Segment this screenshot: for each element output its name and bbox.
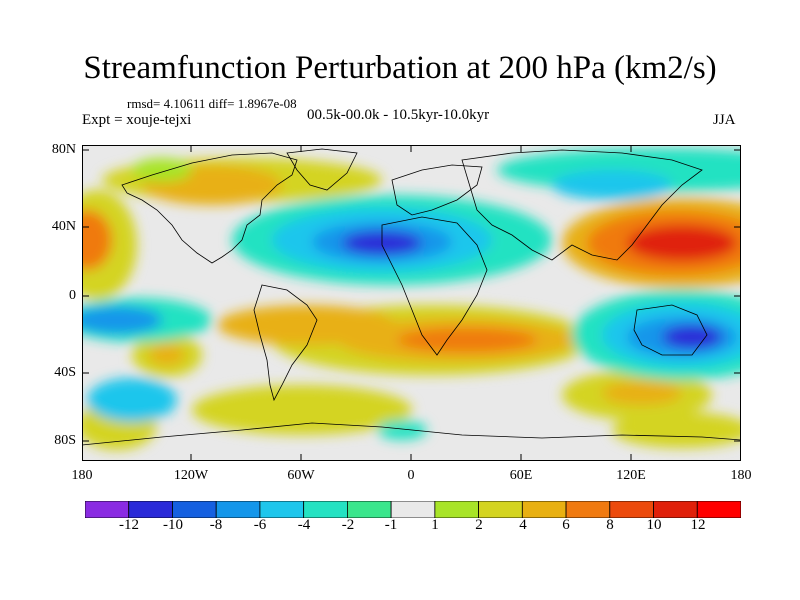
colorbar-label: -8: [209, 517, 223, 533]
contour-blob: [82, 306, 162, 334]
colorbar-swatch: [653, 501, 698, 518]
lat-label-80s: 80S: [54, 433, 76, 448]
lon-label-60e: 60E: [509, 468, 533, 483]
colorbar-label: -6: [253, 517, 267, 533]
lon-label-120e: 120E: [616, 468, 646, 483]
colorbar-swatch: [521, 501, 567, 518]
africa-coast: [381, 216, 488, 356]
colorbar-label: 1: [431, 517, 439, 533]
colorbar-swatch: [390, 501, 436, 518]
contour-blob: [192, 385, 412, 435]
colorbar-label: -12: [119, 517, 139, 533]
contour-blob: [627, 225, 737, 261]
colorbar-label: 2: [475, 517, 483, 533]
lon-label-0: 0: [407, 468, 415, 483]
north-america-coast: [121, 152, 298, 264]
australia-coast: [633, 304, 708, 356]
colorbar-label: -2: [341, 517, 355, 533]
colorbar-swatch: [346, 501, 392, 518]
contour-blob: [552, 170, 672, 200]
coastlines: [82, 148, 741, 446]
contour-blob: [87, 378, 177, 422]
lat-label-40n: 40N: [51, 219, 76, 234]
lat-label-0: 0: [69, 288, 76, 303]
colorbar-swatch: [172, 501, 217, 518]
colorbar-swatch: [434, 501, 479, 518]
europe-coast: [391, 164, 483, 216]
contour-blob: [397, 328, 537, 352]
colorbar-label: 12: [690, 517, 706, 533]
contour-blob: [602, 381, 682, 405]
colorbar-label: -4: [297, 517, 311, 533]
asia-coast: [461, 149, 703, 261]
streamfunction-map: [82, 145, 741, 461]
contour-blob: [377, 420, 427, 440]
contour-field: [82, 148, 741, 450]
colorbar: [85, 501, 741, 518]
colorbar-swatch: [609, 501, 654, 518]
greenland-coast: [286, 148, 358, 191]
south-america-coast: [253, 284, 318, 402]
rmsd-diff-text: rmsd= 4.10611 diff= 1.8967e-08: [127, 96, 297, 111]
experiment-label: Expt = xouje-tejxi: [82, 112, 192, 128]
colorbar-swatch: [85, 501, 130, 518]
colorbar-label: 10: [646, 517, 662, 533]
season-label: JJA: [713, 112, 736, 128]
contour-blob: [217, 305, 397, 345]
colorbar-swatch: [565, 501, 611, 518]
colorbar-swatch: [215, 501, 261, 518]
colorbar-label: -1: [384, 517, 398, 533]
lat-label-80n: 80N: [51, 142, 76, 157]
contour-blob: [132, 158, 192, 182]
contour-blob: [149, 345, 185, 365]
colorbar-label: -10: [163, 517, 183, 533]
axis-ticks: [82, 145, 741, 461]
colorbar-swatch: [696, 501, 741, 518]
colorbar-swatch: [259, 501, 305, 518]
colorbar-label: 6: [562, 517, 570, 533]
contour-blob: [612, 412, 741, 448]
figure-title: Streamfunction Perturbation at 200 hPa (…: [83, 50, 717, 86]
period-label: 00.5k-00.0k - 10.5kyr-10.0kyr: [307, 107, 490, 123]
antarctica-coast: [82, 422, 741, 446]
lon-label-180w: 180: [71, 468, 93, 483]
colorbar-swatch: [303, 501, 348, 518]
colorbar-label: 4: [519, 517, 527, 533]
contour-blob: [82, 210, 112, 270]
lon-label-180e: 180: [730, 468, 752, 483]
colorbar-swatch: [478, 501, 523, 518]
lon-label-60w: 60W: [287, 468, 315, 483]
lon-label-120w: 120W: [173, 468, 209, 483]
colorbar-swatch: [128, 501, 173, 518]
colorbar-label: 8: [606, 517, 614, 533]
contour-blob: [662, 325, 722, 349]
lat-label-40s: 40S: [54, 365, 76, 380]
